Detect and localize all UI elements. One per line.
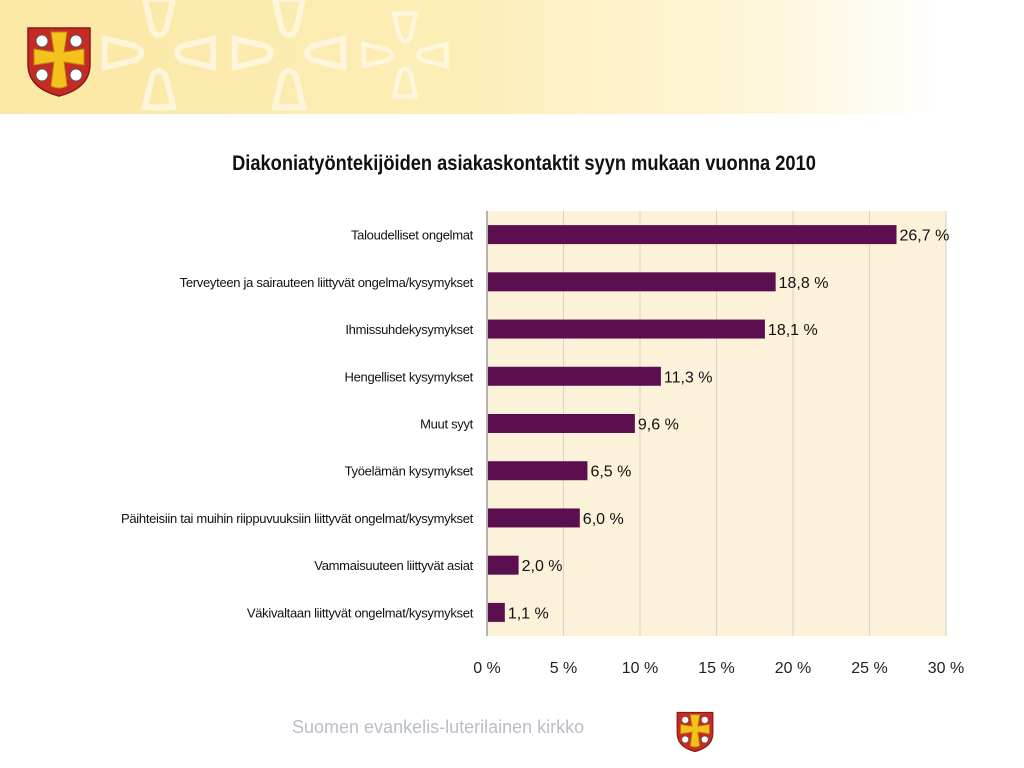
bar [488,461,588,481]
value-label: 18,8 % [779,275,829,292]
bar [488,366,661,386]
category-label: Ihmissuhdekysymykset [345,322,473,337]
value-label: 18,1 % [768,322,818,339]
bar [488,319,765,339]
bar [488,602,505,622]
header-band [0,0,1024,114]
x-tick-label: 10 % [622,660,658,677]
value-label: 1,1 % [508,605,549,622]
value-label: 11,3 % [664,369,713,386]
bar [488,414,635,433]
x-tick-label: 20 % [775,660,811,677]
footer-text: Suomen evankelis-luterilainen kirkko [292,717,585,737]
value-label: 9,6 % [638,417,679,434]
category-label: Terveyteen ja sairauteen liittyvät ongel… [180,275,474,290]
value-label: 6,0 % [583,511,624,528]
category-label: Taloudelliset ongelmat [351,228,474,243]
category-label: Vammaisuuteen liittyvät asiat [314,558,473,573]
value-label: 6,5 % [590,464,631,481]
category-label: Muut syyt [420,417,474,432]
decorative-cross-icon [101,0,217,111]
x-tick-label: 15 % [698,660,734,677]
coat-of-arms-icon [27,27,91,97]
decorative-cross-icon [361,11,449,99]
x-tick-label: 0 % [473,660,501,677]
decorative-cross-icon [231,0,347,111]
x-tick-label: 5 % [550,660,578,677]
church-crest-icon [676,711,714,753]
category-label: Työelämän kysymykset [345,464,474,479]
x-tick-label: 25 % [851,660,887,677]
category-label: Hengelliset kysymykset [345,369,474,384]
value-label: 2,0 % [522,558,563,575]
x-tick-label: 30 % [928,660,964,677]
value-label: 26,7 % [900,228,950,245]
category-label: Päihteisiin tai muihin riippuvuuksiin li… [121,511,474,526]
bar [488,225,897,245]
category-label: Väkivaltaan liittyvät ongelmat/kysymykse… [247,605,474,620]
bar [488,508,580,528]
bar [488,272,776,292]
chart-title: Diakoniatyöntekijöiden asiakaskontaktit … [232,152,816,175]
bar [488,555,519,575]
